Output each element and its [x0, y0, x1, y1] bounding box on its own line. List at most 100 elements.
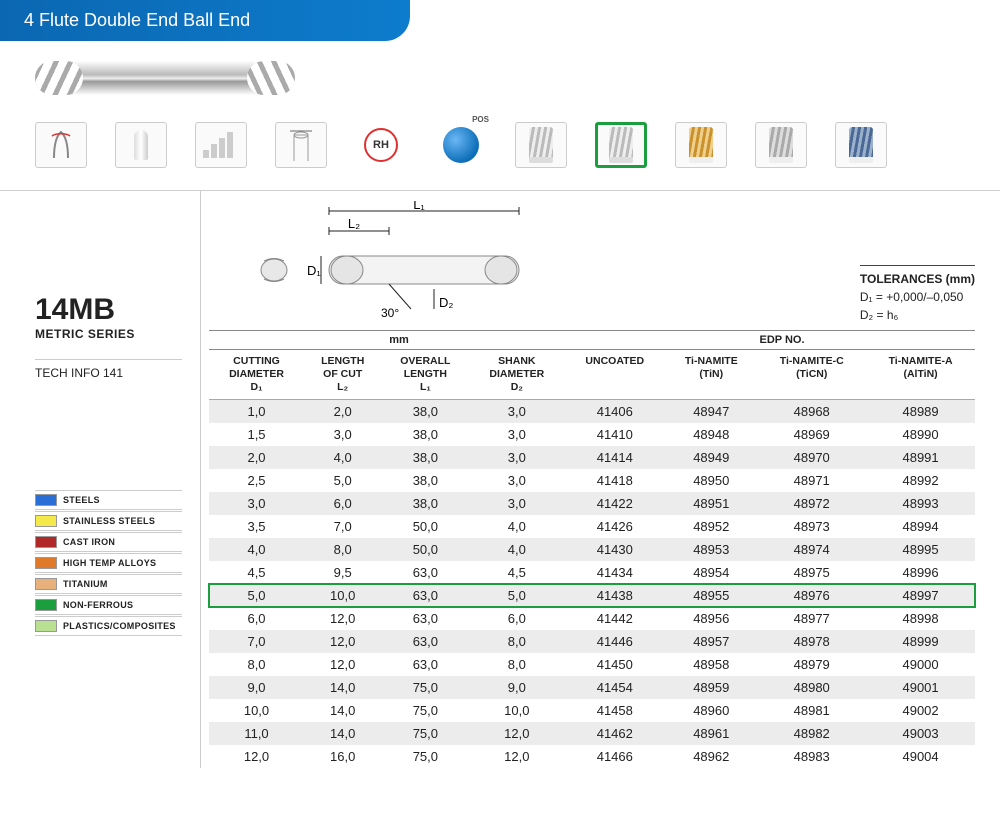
feature-icon-helix	[35, 122, 87, 168]
table-cell: 41438	[564, 584, 665, 607]
table-cell: 6,0	[304, 492, 381, 515]
table-cell: 48951	[665, 492, 757, 515]
table-row: 7,012,063,08,041446489574897848999	[209, 630, 975, 653]
material-legend: STEELSSTAINLESS STEELSCAST IRONHIGH TEMP…	[35, 490, 182, 636]
legend-label: HIGH TEMP ALLOYS	[63, 558, 156, 568]
table-cell: 48992	[866, 469, 975, 492]
legend-swatch	[35, 536, 57, 548]
table-cell: 3,0	[469, 469, 564, 492]
coating-icon-2-selected	[595, 122, 647, 168]
table-cell: 48970	[757, 446, 866, 469]
table-cell: 49003	[866, 722, 975, 745]
table-cell: 48996	[866, 561, 975, 584]
table-cell: 7,0	[304, 515, 381, 538]
table-cell: 41414	[564, 446, 665, 469]
table-cell: 14,0	[304, 699, 381, 722]
dim-d1: D₁	[307, 263, 321, 278]
tech-info-ref: TECH INFO 141	[35, 359, 182, 380]
series-code: 14MB	[35, 293, 182, 327]
dim-l1: L₁	[413, 201, 425, 212]
table-cell: 48974	[757, 538, 866, 561]
legend-swatch	[35, 494, 57, 506]
table-cell: 50,0	[381, 538, 469, 561]
table-cell: 48990	[866, 423, 975, 446]
table-cell: 2,5	[209, 469, 304, 492]
table-cell: 48978	[757, 630, 866, 653]
table-cell: 41462	[564, 722, 665, 745]
table-cell: 9,5	[304, 561, 381, 584]
table-cell: 48960	[665, 699, 757, 722]
table-cell: 10,0	[469, 699, 564, 722]
table-cell: 2,0	[304, 400, 381, 424]
table-cell: 4,5	[209, 561, 304, 584]
spec-table: CUTTINGDIAMETERD₁LENGTHOF CUTL₂OVERALLLE…	[209, 350, 975, 768]
table-cell: 12,0	[304, 630, 381, 653]
table-cell: 75,0	[381, 722, 469, 745]
table-cell: 4,0	[209, 538, 304, 561]
table-cell: 10,0	[304, 584, 381, 607]
table-cell: 49000	[866, 653, 975, 676]
table-cell: 4,0	[469, 515, 564, 538]
table-row: 6,012,063,06,041442489564897748998	[209, 607, 975, 630]
table-row: 3,57,050,04,041426489524897348994	[209, 515, 975, 538]
table-cell: 48998	[866, 607, 975, 630]
table-cell: 41442	[564, 607, 665, 630]
legend-swatch	[35, 578, 57, 590]
table-cell: 8,0	[209, 653, 304, 676]
table-cell: 48999	[866, 630, 975, 653]
legend-label: PLASTICS/COMPOSITES	[63, 621, 176, 631]
table-cell: 41454	[564, 676, 665, 699]
legend-item: CAST IRON	[35, 532, 182, 552]
table-cell: 48975	[757, 561, 866, 584]
table-cell: 48952	[665, 515, 757, 538]
table-cell: 50,0	[381, 515, 469, 538]
dimension-diagram: L₁ L₂ D₁ 30° D₂	[239, 201, 549, 324]
tolerance-d1: D₁ = +0,000/–0,050	[860, 288, 975, 306]
feature-icon-row: RH	[0, 110, 1000, 191]
legend-swatch	[35, 599, 57, 611]
table-cell: 48948	[665, 423, 757, 446]
table-row: 1,53,038,03,041410489484896948990	[209, 423, 975, 446]
tolerance-d2: D₂ = h₆	[860, 306, 975, 324]
tolerances-box: TOLERANCES (mm) D₁ = +0,000/–0,050 D₂ = …	[860, 265, 975, 324]
feature-icon-bars	[195, 122, 247, 168]
series-label: METRIC SERIES	[35, 327, 182, 341]
table-cell: 38,0	[381, 469, 469, 492]
table-cell: 48953	[665, 538, 757, 561]
table-cell: 4,0	[469, 538, 564, 561]
table-cell: 5,0	[304, 469, 381, 492]
table-cell: 10,0	[209, 699, 304, 722]
dim-angle: 30°	[381, 306, 399, 320]
table-row: 8,012,063,08,041450489584897949000	[209, 653, 975, 676]
table-cell: 48981	[757, 699, 866, 722]
section-mm: mm	[209, 331, 589, 349]
table-cell: 4,5	[469, 561, 564, 584]
table-row: 2,04,038,03,041414489494897048991	[209, 446, 975, 469]
table-cell: 3,0	[469, 492, 564, 515]
table-cell: 63,0	[381, 584, 469, 607]
table-row: 3,06,038,03,041422489514897248993	[209, 492, 975, 515]
table-row: 4,08,050,04,041430489534897448995	[209, 538, 975, 561]
table-cell: 6,0	[209, 607, 304, 630]
table-cell: 16,0	[304, 745, 381, 768]
table-cell: 41446	[564, 630, 665, 653]
table-cell: 63,0	[381, 653, 469, 676]
table-cell: 41450	[564, 653, 665, 676]
table-cell: 8,0	[469, 653, 564, 676]
table-row: 12,016,075,012,041466489624898349004	[209, 745, 975, 768]
table-cell: 41466	[564, 745, 665, 768]
column-header: OVERALLLENGTHL₁	[381, 350, 469, 400]
table-cell: 48955	[665, 584, 757, 607]
page-title-banner: 4 Flute Double End Ball End	[0, 0, 410, 41]
table-cell: 9,0	[209, 676, 304, 699]
tolerances-heading: TOLERANCES (mm)	[860, 270, 975, 288]
table-cell: 48950	[665, 469, 757, 492]
table-cell: 3,0	[304, 423, 381, 446]
table-cell: 3,0	[469, 400, 564, 424]
table-cell: 48973	[757, 515, 866, 538]
table-cell: 48993	[866, 492, 975, 515]
table-cell: 48957	[665, 630, 757, 653]
legend-item: HIGH TEMP ALLOYS	[35, 553, 182, 573]
table-cell: 63,0	[381, 630, 469, 653]
table-cell: 48954	[665, 561, 757, 584]
